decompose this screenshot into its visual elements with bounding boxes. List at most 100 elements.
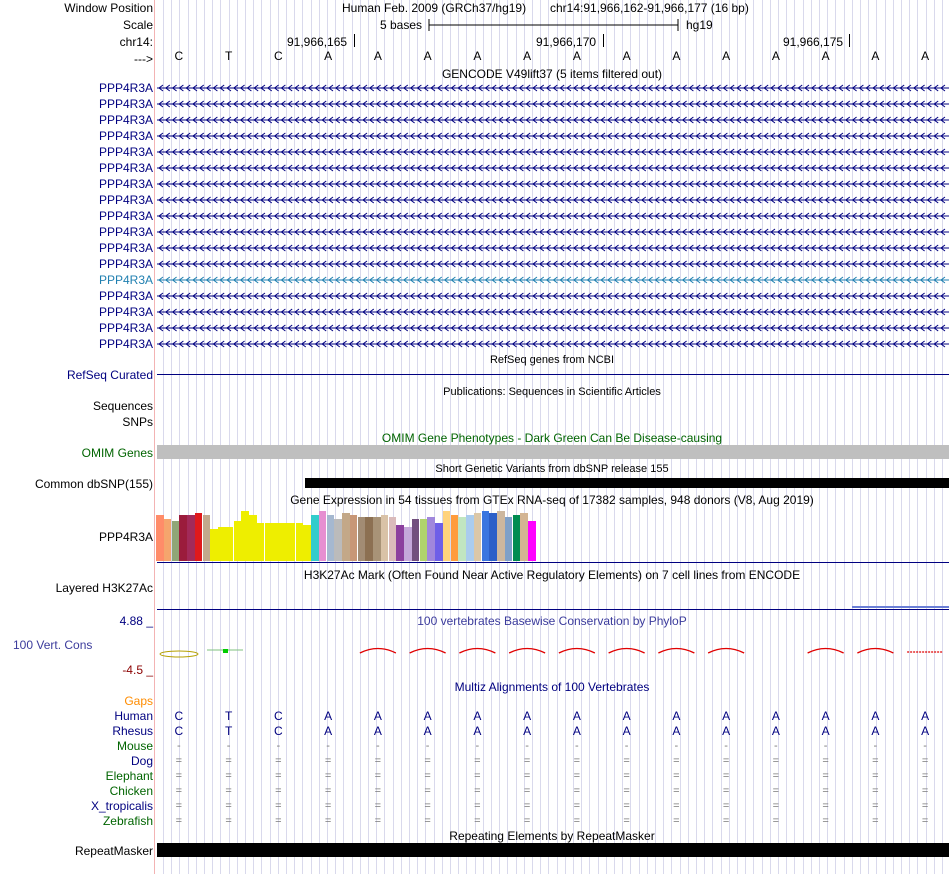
- gtex-tissue-bar[interactable]: [295, 523, 304, 561]
- gtex-tissue-bar[interactable]: [435, 523, 443, 561]
- phylop-negative-peak[interactable]: [409, 647, 446, 654]
- gtex-tissue-bar[interactable]: [311, 515, 319, 561]
- gencode-gene-label[interactable]: PPP4R3A: [98, 337, 153, 351]
- multiz-species-label[interactable]: X_tropicalis: [90, 799, 153, 813]
- gtex-tissue-bar[interactable]: [280, 523, 288, 561]
- gencode-title[interactable]: GENCODE V49lift37 (5 items filtered out): [441, 67, 663, 81]
- gtex-tissue-bar[interactable]: [481, 511, 490, 561]
- gencode-transcript[interactable]: [157, 227, 949, 237]
- phylop-negative-peak[interactable]: [658, 647, 695, 654]
- gencode-transcript[interactable]: [157, 131, 949, 141]
- gtex-tissue-bar[interactable]: [218, 527, 226, 561]
- multiz-gaps-label[interactable]: Gaps: [124, 694, 153, 708]
- refseq-label[interactable]: RefSeq Curated: [66, 368, 153, 382]
- publications-title[interactable]: Publications: Sequences in Scientific Ar…: [443, 386, 661, 398]
- refseq-gene-line[interactable]: [157, 374, 949, 375]
- gtex-tissue-bar[interactable]: [187, 515, 195, 561]
- gencode-gene-label[interactable]: PPP4R3A: [98, 305, 153, 319]
- phylop-negative-peak[interactable]: [359, 647, 397, 654]
- gencode-gene-label[interactable]: PPP4R3A: [98, 225, 153, 239]
- gtex-tissue-bar[interactable]: [249, 515, 257, 561]
- gencode-transcript[interactable]: [157, 243, 949, 253]
- gtex-tissue-bar[interactable]: [473, 513, 482, 561]
- multiz-species-label[interactable]: Human: [114, 709, 153, 723]
- gtex-tissue-bar[interactable]: [489, 513, 497, 561]
- gtex-tissue-bar[interactable]: [419, 519, 428, 561]
- gtex-tissue-bar[interactable]: [442, 511, 451, 561]
- gencode-gene-label[interactable]: PPP4R3A: [98, 257, 153, 271]
- gtex-tissue-bar[interactable]: [225, 527, 234, 561]
- gtex-tissue-bar[interactable]: [326, 515, 335, 561]
- gtex-tissue-bar[interactable]: [520, 513, 528, 561]
- gtex-tissue-bar[interactable]: [396, 525, 404, 561]
- omim-title[interactable]: OMIM Gene Phenotypes - Dark Green Can Be…: [381, 431, 723, 445]
- gtex-tissue-bar[interactable]: [380, 515, 389, 561]
- gencode-transcript[interactable]: [157, 99, 949, 109]
- gencode-gene-label[interactable]: PPP4R3A: [98, 209, 153, 223]
- gtex-tissue-bar[interactable]: [404, 527, 412, 561]
- phylop-negative-peak[interactable]: [508, 647, 546, 654]
- omim-gene-bar[interactable]: [157, 445, 949, 459]
- gtex-tissue-bar[interactable]: [497, 511, 505, 561]
- gencode-gene-label[interactable]: PPP4R3A: [98, 321, 153, 335]
- gtex-tissue-bar[interactable]: [264, 523, 273, 561]
- publications-label-sequences[interactable]: Sequences: [92, 399, 153, 413]
- gtex-tissue-bar[interactable]: [241, 511, 249, 561]
- gtex-tissue-bar[interactable]: [458, 517, 466, 561]
- gencode-transcript[interactable]: [157, 179, 949, 189]
- gencode-transcript[interactable]: [157, 291, 949, 301]
- h3k27ac-title[interactable]: H3K27Ac Mark (Often Found Near Active Re…: [303, 568, 801, 582]
- phylop-negative-peak[interactable]: [707, 647, 745, 654]
- gencode-gene-label[interactable]: PPP4R3A: [98, 129, 153, 143]
- gtex-tissue-bar[interactable]: [233, 521, 242, 561]
- gencode-transcript[interactable]: [157, 115, 949, 125]
- gtex-tissue-bar[interactable]: [272, 523, 280, 561]
- position-title[interactable]: chr14:91,966,162-91,966,177 (16 bp): [550, 1, 749, 15]
- gencode-gene-label[interactable]: PPP4R3A: [98, 289, 153, 303]
- gtex-tissue-bar[interactable]: [388, 517, 397, 561]
- gencode-gene-label[interactable]: PPP4R3A: [98, 97, 153, 111]
- gtex-tissue-bar[interactable]: [194, 513, 203, 561]
- multiz-species-label[interactable]: Mouse: [116, 739, 153, 753]
- gtex-tissue-bar[interactable]: [163, 519, 172, 561]
- multiz-species-label[interactable]: Elephant: [105, 769, 153, 783]
- gtex-tissue-bar[interactable]: [156, 515, 164, 561]
- gtex-tissue-bar[interactable]: [342, 513, 350, 561]
- phylop-negative-peak[interactable]: [459, 647, 496, 654]
- phylop-negative-peak[interactable]: [608, 647, 645, 654]
- multiz-species-label[interactable]: Rhesus: [112, 724, 153, 738]
- gencode-gene-label[interactable]: PPP4R3A: [98, 241, 153, 255]
- gtex-tissue-bar[interactable]: [287, 523, 296, 561]
- phylop-title[interactable]: 100 vertebrates Basewise Conservation by…: [417, 614, 687, 628]
- repeatmasker-title[interactable]: Repeating Elements by RepeatMasker: [449, 829, 655, 843]
- gtex-tissue-bar[interactable]: [349, 515, 358, 561]
- dbsnp-label[interactable]: Common dbSNP(155): [34, 477, 153, 491]
- repeatmasker-label[interactable]: RepeatMasker: [74, 844, 153, 858]
- gtex-tissue-bar[interactable]: [303, 525, 311, 561]
- gencode-transcript[interactable]: [157, 307, 949, 317]
- publications-label-snps[interactable]: SNPs: [122, 415, 153, 429]
- phylop-signal[interactable]: [155, 640, 950, 660]
- gencode-gene-label[interactable]: PPP4R3A: [98, 113, 153, 127]
- gencode-transcript[interactable]: [157, 323, 949, 333]
- dbsnp-title[interactable]: Short Genetic Variants from dbSNP releas…: [435, 463, 669, 475]
- gtex-title[interactable]: Gene Expression in 54 tissues from GTEx …: [290, 493, 814, 507]
- gtex-tissue-bar[interactable]: [466, 515, 474, 561]
- phylop-negative-peak[interactable]: [807, 647, 844, 654]
- gencode-transcript[interactable]: [157, 339, 949, 349]
- gencode-transcript[interactable]: [157, 259, 949, 269]
- dbsnp-variant-bar[interactable]: [305, 478, 949, 488]
- multiz-title[interactable]: Multiz Alignments of 100 Vertebrates: [454, 680, 650, 694]
- omim-label[interactable]: OMIM Genes: [81, 446, 153, 460]
- phylop-negative-peak[interactable]: [857, 647, 894, 654]
- gencode-gene-label[interactable]: PPP4R3A: [98, 81, 153, 95]
- repeatmasker-bar[interactable]: [157, 843, 949, 857]
- gtex-tissue-bar[interactable]: [202, 515, 211, 561]
- h3k27ac-signal[interactable]: [852, 606, 949, 608]
- gtex-tissue-bar[interactable]: [504, 517, 513, 561]
- gtex-tissue-bar[interactable]: [256, 523, 265, 561]
- multiz-species-label[interactable]: Dog: [130, 754, 153, 768]
- gtex-tissue-bar[interactable]: [318, 511, 327, 561]
- gencode-transcript[interactable]: [157, 83, 949, 93]
- gtex-tissue-bar[interactable]: [357, 517, 366, 561]
